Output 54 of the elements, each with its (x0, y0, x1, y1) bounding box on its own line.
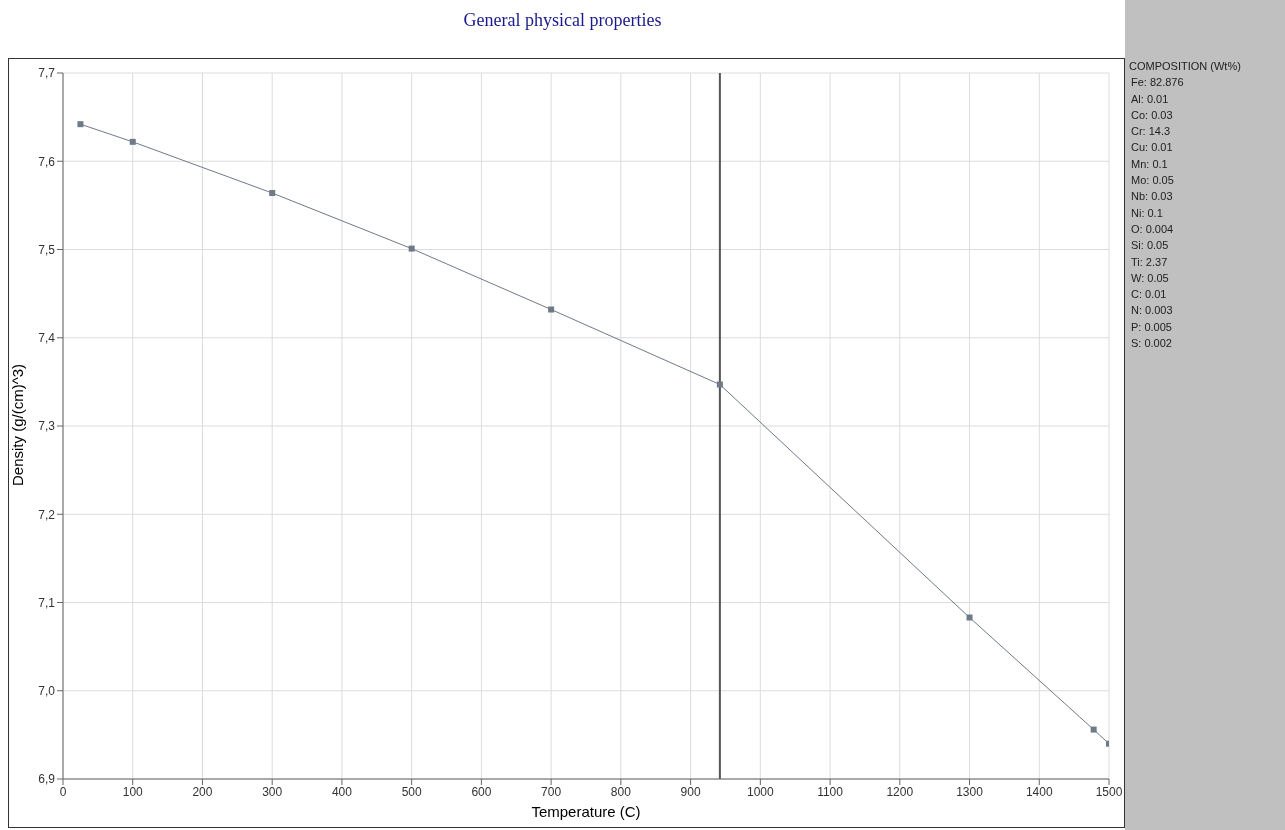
text: Fe: 82.876 (1131, 75, 1185, 91)
y-tick-label: 7,1 (38, 595, 56, 610)
point (548, 306, 555, 313)
x-tick-label: 900 (680, 784, 701, 799)
y-tick-label: 6,9 (38, 772, 56, 787)
x-tick-label: 1200 (886, 784, 914, 799)
point (408, 245, 415, 252)
x-tick-label: 1500 (1095, 784, 1123, 799)
x-axis-title: Temperature (C) (531, 803, 641, 820)
y-tick-label: 7,4 (38, 331, 56, 346)
y-tick-label: 7,6 (38, 154, 56, 169)
chart-title: General physical properties (462, 10, 663, 31)
text: Si: 0.05 (1131, 238, 1170, 254)
y-tick-label: 7,0 (38, 684, 56, 699)
text: COMPOSITION (Wt%) (1129, 59, 1241, 74)
text: Cr: 14.3 (1131, 124, 1172, 140)
x-tick-label: 700 (541, 784, 562, 799)
text: Nb: 0.03 (1131, 189, 1174, 205)
text: Mo: 0.05 (1131, 173, 1175, 189)
x-tick-label: 100 (122, 784, 144, 799)
text: Mn: 0.1 (1131, 156, 1169, 172)
point (1090, 726, 1097, 733)
x-tick-label: 1100 (817, 784, 844, 799)
y-axis-title: Density (g/(cm)^3) (9, 363, 27, 486)
x-tick-label: 1400 (1025, 784, 1053, 799)
point (966, 614, 973, 621)
x-tick-label: 600 (471, 784, 492, 799)
y-tick-label: 7,5 (38, 242, 56, 257)
y-tick-label: 7,7 (38, 66, 56, 81)
text: N: 0.003 (1131, 303, 1174, 319)
text: Ni: 0.1 (1131, 205, 1164, 221)
x-tick-label: 0 (59, 784, 67, 799)
y-tick-label: 7,2 (38, 507, 56, 522)
y-tick-label: 7,3 (38, 419, 56, 434)
point (269, 190, 276, 197)
point (716, 381, 723, 388)
x-tick-label: 400 (331, 784, 353, 799)
text: Co: 0.03 (1131, 107, 1174, 123)
x-tick-label: 500 (401, 784, 422, 799)
text: C: 0.01 (1131, 287, 1168, 303)
text: Al: 0.01 (1131, 91, 1170, 107)
x-tick-label: 1300 (956, 784, 984, 799)
text: O: 0.004 (1131, 221, 1175, 237)
x-tick-label: 200 (192, 784, 213, 799)
text: P: 0.005 (1131, 319, 1173, 335)
text: W: 0.05 (1131, 270, 1170, 286)
text: Cu: 0.01 (1131, 140, 1174, 156)
point (129, 138, 136, 145)
point (77, 121, 84, 128)
text: Ti: 2.37 (1131, 254, 1169, 270)
text: S: 0.002 (1131, 336, 1173, 352)
x-tick-label: 300 (262, 784, 283, 799)
x-tick-label: 1000 (746, 784, 774, 799)
x-tick-label: 800 (610, 784, 632, 799)
